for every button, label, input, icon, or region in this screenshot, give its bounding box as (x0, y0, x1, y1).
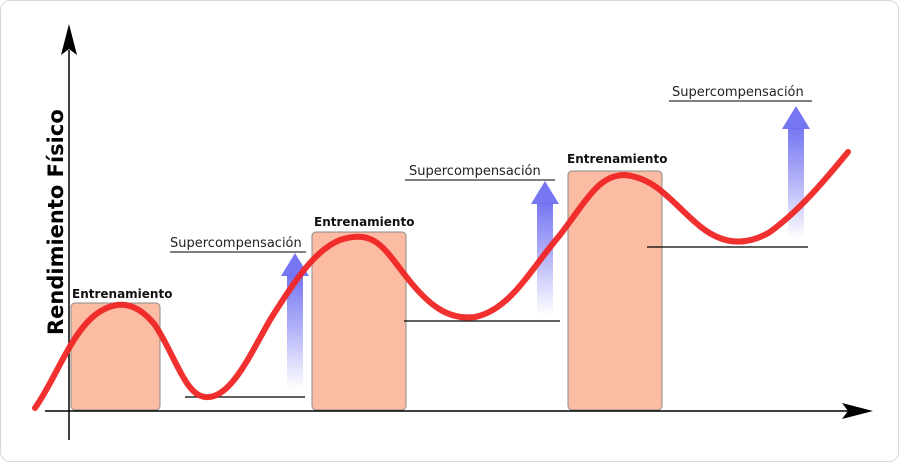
supercomp-label-1: Supercompensación (170, 236, 302, 251)
training-label-2: Entrenamiento (314, 215, 414, 229)
y-axis-label: Rendimiento Físico (44, 109, 68, 335)
training-label-1: Entrenamiento (72, 287, 172, 301)
supercomp-arrow-2 (531, 181, 559, 315)
performance-curve (32, 149, 851, 411)
training-box-3 (567, 170, 663, 411)
y-axis (61, 24, 77, 440)
training-label-3: Entrenamiento (567, 152, 667, 166)
x-axis (45, 403, 873, 419)
supercomp-label-3: Supercompensación (672, 85, 804, 100)
supercomp-label-2: Supercompensación (409, 164, 541, 179)
